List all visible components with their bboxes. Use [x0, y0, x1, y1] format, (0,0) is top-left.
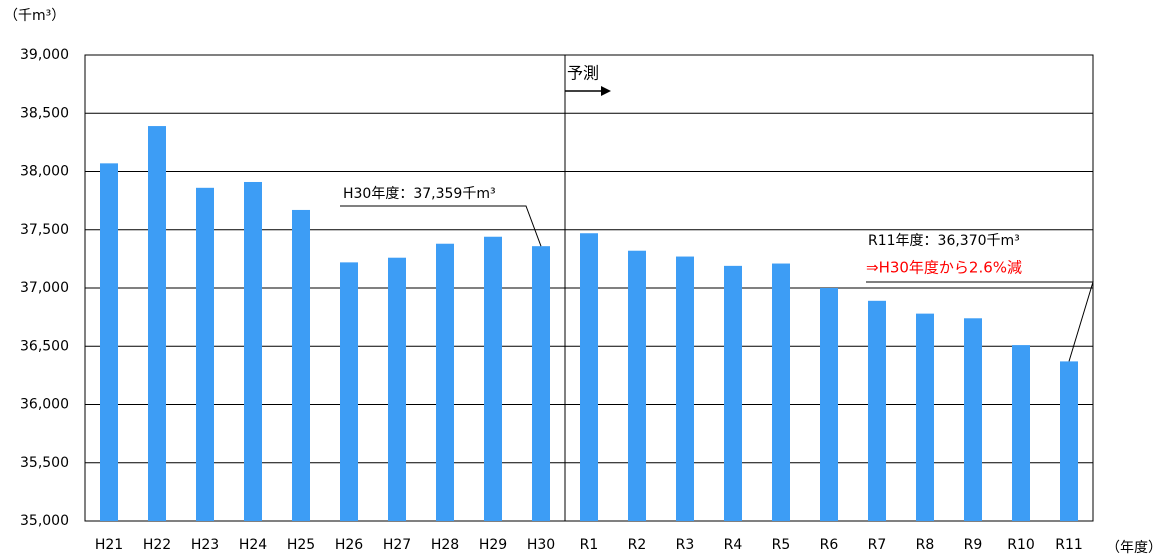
bar — [772, 263, 790, 521]
bar — [148, 126, 166, 521]
x-unit: （年度） — [1106, 540, 1162, 556]
x-tick-label: R2 — [628, 537, 647, 553]
annotation-reduction: ⇒H30年度から2.6%減 — [866, 259, 1022, 277]
y-tick-label: 35,000 — [20, 513, 69, 529]
y-tick-label: 36,000 — [20, 397, 69, 413]
bar — [292, 209, 310, 521]
leader-r11 — [866, 281, 1094, 362]
bar — [916, 313, 934, 521]
x-tick-label: H27 — [383, 537, 411, 553]
bar — [532, 246, 550, 521]
x-tick-label: R5 — [772, 537, 791, 553]
bar — [964, 318, 982, 521]
x-tick-label: R9 — [964, 537, 983, 553]
x-tick-label: H26 — [335, 537, 363, 553]
x-tick-label: R7 — [868, 537, 887, 553]
y-tick-label: 37,000 — [20, 280, 69, 296]
bar — [676, 256, 694, 521]
bar — [196, 187, 214, 521]
arrow-head — [601, 86, 611, 96]
x-tick-label: H21 — [95, 537, 123, 553]
bar — [340, 262, 358, 521]
bar — [244, 181, 262, 522]
bar — [436, 243, 454, 522]
x-tick-label: R3 — [676, 537, 695, 553]
annotation-r11: R11年度：36,370千m³ — [868, 233, 1020, 249]
bar — [100, 163, 118, 521]
bar — [820, 288, 838, 521]
forecast-label: 予測 — [567, 64, 599, 83]
x-tick-label: H29 — [479, 537, 507, 553]
y-tick-label: 39,000 — [20, 47, 69, 63]
x-tick-label: H22 — [143, 537, 171, 553]
y-tick-label: 36,500 — [20, 338, 69, 354]
y-unit: （千m³） — [4, 8, 65, 24]
x-tick-label: R1 — [580, 537, 599, 553]
bar — [628, 250, 646, 521]
bar — [724, 265, 742, 521]
x-tick-label: H28 — [431, 537, 459, 553]
y-tick-label: 38,500 — [20, 105, 69, 121]
leader-h30 — [340, 205, 542, 247]
annotation-h30: H30年度：37,359千m³ — [343, 186, 496, 202]
bar — [1060, 361, 1078, 521]
y-tick-label: 38,000 — [20, 164, 69, 180]
x-tick-label: H25 — [287, 537, 315, 553]
bar — [484, 236, 502, 522]
x-tick-label: H24 — [239, 537, 267, 553]
x-tick-label: H30 — [527, 537, 555, 553]
bar — [388, 257, 406, 521]
bar — [868, 300, 886, 521]
y-tick-label: 35,500 — [20, 455, 69, 471]
x-tick-label: R11 — [1055, 537, 1083, 553]
bar — [1012, 345, 1030, 521]
bar — [580, 233, 598, 521]
x-tick-label: R6 — [820, 537, 839, 553]
x-tick-label: R4 — [724, 537, 743, 553]
x-tick-label: H23 — [191, 537, 219, 553]
x-tick-label: R8 — [916, 537, 935, 553]
y-tick-label: 37,500 — [20, 222, 69, 238]
x-tick-label: R10 — [1007, 537, 1035, 553]
